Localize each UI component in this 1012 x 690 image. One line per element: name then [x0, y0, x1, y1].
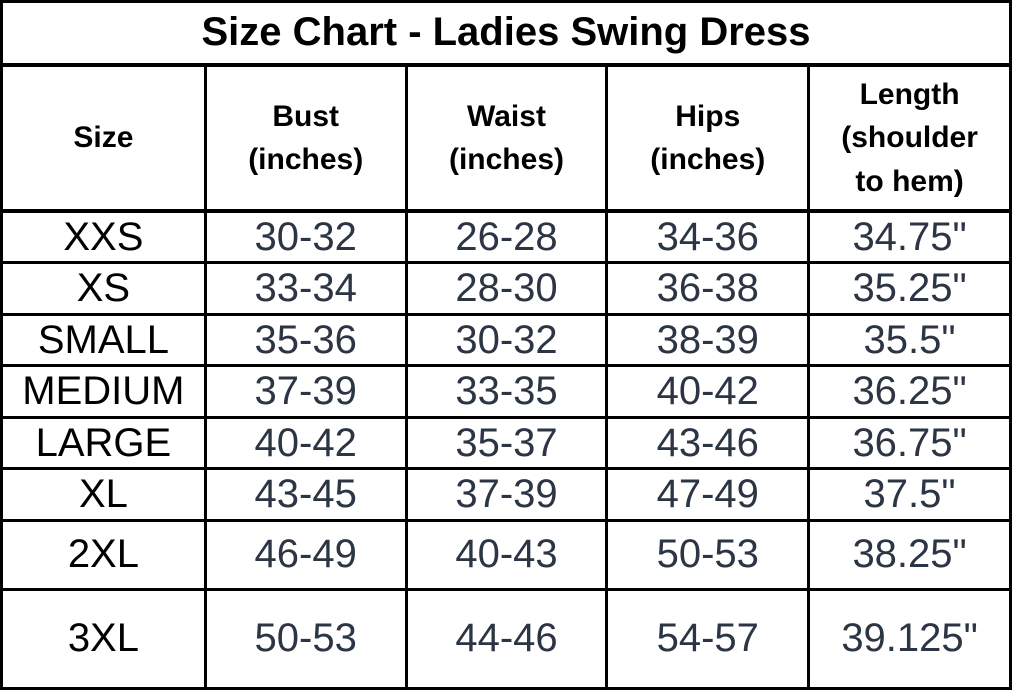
- size-label: XXS: [0, 209, 207, 265]
- table-row-2xl: 2XL 46-49 40-43 50-53 38.25": [0, 518, 1012, 591]
- hips-value: 38-39: [605, 312, 811, 368]
- hips-value: 50-53: [605, 518, 811, 591]
- length-value: 37.5": [807, 467, 1012, 522]
- waist-value: 28-30: [404, 261, 609, 316]
- bust-value: 37-39: [203, 364, 408, 419]
- bust-value: 46-49: [203, 518, 408, 591]
- column-header-hips: Hips (inches): [605, 63, 811, 214]
- column-header-length: Length (shoulder to hem): [807, 63, 1012, 214]
- hips-value: 43-46: [605, 415, 811, 471]
- bust-value: 50-53: [203, 587, 408, 690]
- waist-value: 35-37: [404, 415, 609, 471]
- hips-value: 34-36: [605, 209, 811, 265]
- size-label: 3XL: [0, 587, 207, 690]
- table-header-row: Size Bust (inches) Waist (inches) Hips (…: [0, 63, 1012, 214]
- hips-value: 47-49: [605, 467, 811, 522]
- length-value: 38.25": [807, 518, 1012, 591]
- bust-value: 35-36: [203, 312, 408, 368]
- table-row-large: LARGE 40-42 35-37 43-46 36.75": [0, 415, 1012, 471]
- bust-value: 43-45: [203, 467, 408, 522]
- waist-value: 30-32: [404, 312, 609, 368]
- table-row-3xl: 3XL 50-53 44-46 54-57 39.125": [0, 587, 1012, 690]
- waist-value: 37-39: [404, 467, 609, 522]
- column-header-size: Size: [0, 63, 207, 214]
- column-header-waist: Waist (inches): [404, 63, 609, 214]
- length-value: 36.25": [807, 364, 1012, 419]
- hips-value: 40-42: [605, 364, 811, 419]
- bust-value: 30-32: [203, 209, 408, 265]
- table-row-xxs: XXS 30-32 26-28 34-36 34.75": [0, 209, 1012, 265]
- size-label: 2XL: [0, 518, 207, 591]
- waist-value: 26-28: [404, 209, 609, 265]
- hips-value: 36-38: [605, 261, 811, 316]
- column-header-bust: Bust (inches): [203, 63, 408, 214]
- size-label: XS: [0, 261, 207, 316]
- waist-value: 44-46: [404, 587, 609, 690]
- table-row-xs: XS 33-34 28-30 36-38 35.25": [0, 261, 1012, 316]
- waist-value: 33-35: [404, 364, 609, 419]
- table-title-row: Size Chart - Ladies Swing Dress: [0, 0, 1012, 67]
- bust-value: 40-42: [203, 415, 408, 471]
- length-value: 35.5": [807, 312, 1012, 368]
- size-label: MEDIUM: [0, 364, 207, 419]
- length-value: 39.125": [807, 587, 1012, 690]
- size-label: XL: [0, 467, 207, 522]
- size-label: LARGE: [0, 415, 207, 471]
- hips-value: 54-57: [605, 587, 811, 690]
- chart-title: Size Chart - Ladies Swing Dress: [0, 0, 1012, 67]
- waist-value: 40-43: [404, 518, 609, 591]
- length-value: 34.75": [807, 209, 1012, 265]
- table-row-xl: XL 43-45 37-39 47-49 37.5": [0, 467, 1012, 522]
- bust-value: 33-34: [203, 261, 408, 316]
- length-value: 35.25": [807, 261, 1012, 316]
- length-value: 36.75": [807, 415, 1012, 471]
- table-row-small: SMALL 35-36 30-32 38-39 35.5": [0, 312, 1012, 368]
- table-row-medium: MEDIUM 37-39 33-35 40-42 36.25": [0, 364, 1012, 419]
- size-label: SMALL: [0, 312, 207, 368]
